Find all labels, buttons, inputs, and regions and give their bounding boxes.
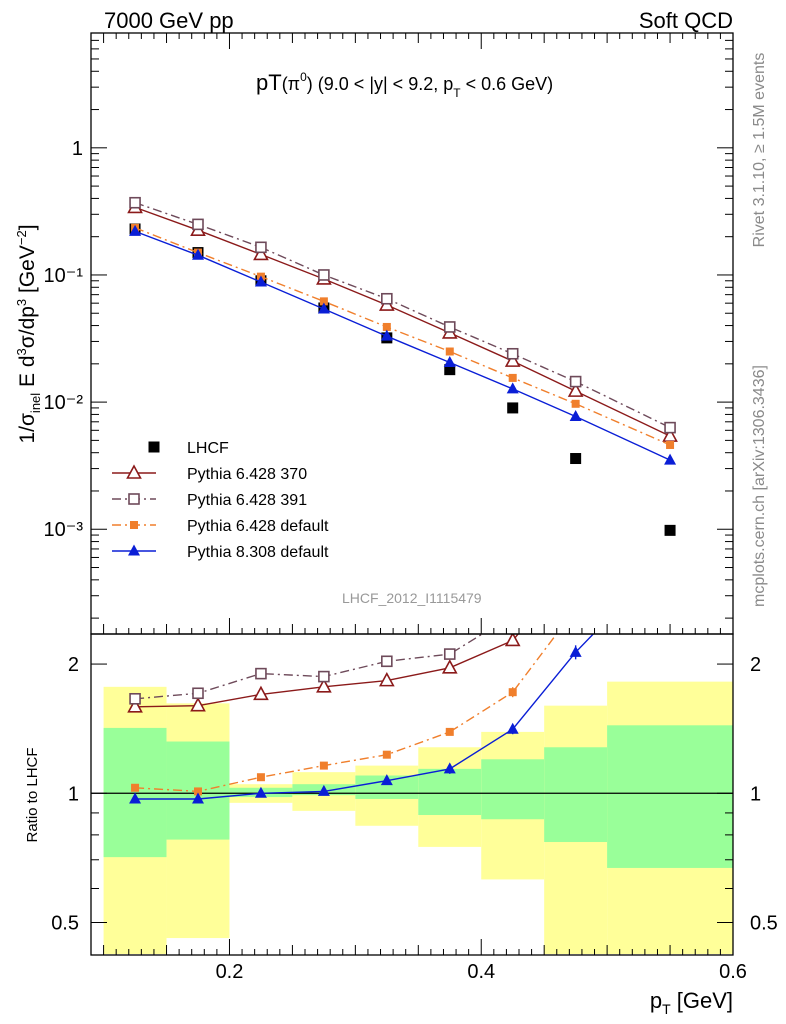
ratio-point-pythia-6-428-370-0 — [127, 698, 143, 713]
ratio-point-pythia-6-428-default-2 — [256, 773, 265, 782]
ratio-point-pythia-6-428-370-4 — [378, 671, 395, 687]
legend-label-pythia-6-428-370: Pythia 6.428 370 — [187, 466, 307, 483]
main-point-pythia-6-428-391-3 — [318, 269, 330, 281]
main-point-pythia-6-428-391-7 — [569, 375, 582, 388]
legend-label-pythia-6-428-391: Pythia 6.428 391 — [187, 492, 307, 509]
main-point-pythia-8-308-default-4 — [380, 329, 393, 341]
x-tick-label: 0.4 — [467, 961, 495, 983]
main-point-pythia-6-428-default-8 — [666, 440, 675, 449]
ratio-point-pythia-6-428-370-5 — [441, 659, 458, 674]
legend-label-lhcf: LHCF — [187, 440, 229, 457]
main-y-tick-label: 10⁻³ — [44, 519, 84, 541]
x-axis-label: pT [GeV] — [650, 988, 733, 1017]
legend: LHCF Pythia 6.428 370 Pythia 6.428 391 Pyth… — [112, 440, 329, 561]
ratio-point-pythia-6-428-391-1 — [192, 687, 204, 700]
ratio-band-inner-8 — [607, 725, 733, 868]
main-chart-title: pT(π0) (9.0 < |y| < 9.2, pT < 0.6 GeV) — [256, 70, 553, 100]
ratio-band-inner-6 — [481, 759, 545, 820]
ratio-y-tick-label: 0.5 — [51, 912, 79, 934]
main-point-pythia-6-428-default-6 — [508, 373, 517, 382]
main-point-lhcf-6 — [507, 402, 519, 414]
main-y-tick-label: 10⁻¹ — [44, 265, 84, 287]
ratio-band-inner-7 — [544, 747, 608, 843]
main-point-pythia-6-428-default-7 — [571, 399, 580, 408]
ratio-point-pythia-8-308-default-4 — [380, 774, 393, 786]
main-point-pythia-6-428-370-7 — [567, 382, 584, 397]
main-point-pythia-6-428-391-5 — [443, 321, 456, 333]
main-point-pythia-6-428-370-2 — [253, 245, 269, 261]
ratio-point-pythia-6-428-default-5 — [445, 727, 454, 736]
ratio-point-pythia-6-428-default-0 — [131, 783, 140, 792]
ratio-y-tick-label-right: 0.5 — [750, 912, 778, 934]
main-point-pythia-8-308-default-8 — [664, 453, 677, 465]
axes-group: 1 10⁻¹ 10⁻² 10⁻³ 2 2 1 1 0.5 0.5 0.2 0.4 0.6 — [44, 32, 778, 983]
ratio-point-pythia-6-428-370-2 — [253, 685, 269, 701]
legend-label-pythia-8-308-default: Pythia 8.308 default — [187, 544, 329, 561]
legend-marker-pythia-6-428-370 — [126, 464, 142, 479]
ratio-point-pythia-6-428-391-3 — [318, 670, 330, 683]
legend-marker-lhcf — [148, 441, 160, 453]
main-y-axis-label: 1/σinel E d3σ/dp3 [GeV−2] — [14, 224, 43, 443]
main-point-pythia-6-428-default-3 — [319, 297, 328, 306]
ratio-point-pythia-6-428-default-3 — [319, 761, 328, 770]
ratio-point-pythia-6-428-default-1 — [194, 787, 202, 796]
ratio-point-pythia-6-428-370-3 — [316, 678, 332, 693]
ratio-point-pythia-6-428-391-0 — [129, 692, 141, 705]
main-y-tick-label: 10⁻² — [44, 392, 84, 414]
main-point-pythia-8-308-default-0 — [129, 224, 142, 236]
main-point-lhcf-7 — [570, 453, 582, 465]
legend-marker-pythia-6-428-default — [130, 521, 138, 529]
ratio-y-tick-label-right: 1 — [750, 783, 761, 805]
main-y-tick-label: 1 — [72, 138, 83, 160]
ratio-point-pythia-6-428-391-4 — [381, 655, 393, 668]
ratio-point-pythia-8-308-default-1 — [192, 792, 204, 804]
rivet-version-label: Rivet 3.1.10, ≥ 1.5M events — [751, 53, 768, 248]
x-tick-label: 0.2 — [216, 961, 244, 983]
ratio-series-group — [91, 634, 733, 804]
main-point-pythia-8-308-default-7 — [569, 410, 582, 422]
main-point-pythia-6-428-370-6 — [504, 352, 521, 367]
ratio-point-pythia-6-428-370-6 — [504, 634, 521, 647]
legend-marker-pythia-6-428-391 — [128, 493, 140, 505]
main-point-pythia-6-428-391-4 — [381, 292, 393, 305]
legend-marker-pythia-8-308-default — [128, 544, 140, 556]
main-point-pythia-8-308-default-3 — [317, 302, 330, 314]
ratio-plot-frame — [90, 633, 734, 956]
header-right-label: Soft QCD — [639, 8, 733, 33]
main-point-pythia-6-428-default-4 — [382, 322, 391, 331]
main-point-pythia-8-308-default-6 — [506, 382, 519, 394]
main-point-pythia-8-308-default-5 — [443, 355, 456, 367]
ratio-point-pythia-6-428-default-4 — [382, 750, 391, 759]
main-point-lhcf-5 — [444, 364, 456, 376]
main-point-pythia-6-428-391-8 — [664, 421, 676, 434]
main-point-pythia-6-428-391-0 — [129, 196, 141, 209]
ratio-point-pythia-6-428-391-5 — [443, 648, 456, 660]
analysis-tag: LHCF_2012_I1115479 — [342, 590, 482, 606]
ratio-band-inner-5 — [418, 768, 482, 816]
ratio-point-pythia-8-308-default-0 — [129, 792, 142, 804]
ratio-y-tick-label: 1 — [68, 783, 79, 805]
main-point-pythia-6-428-391-6 — [506, 347, 519, 360]
ratio-y-tick-label-right: 2 — [750, 654, 761, 676]
x-tick-label: 0.6 — [719, 961, 747, 983]
header-left-label: 7000 GeV pp — [104, 8, 234, 33]
ratio-point-pythia-8-308-default-3 — [317, 784, 330, 796]
ratio-y-tick-label: 2 — [68, 654, 79, 676]
ratio-point-pythia-6-428-391-2 — [255, 667, 267, 680]
ratio-y-axis-label: Ratio to LHCF — [24, 747, 41, 842]
main-point-pythia-8-308-default-1 — [192, 248, 204, 260]
source-url-label: mcplots.cern.ch [arXiv:1306.3436] — [751, 365, 768, 607]
main-point-pythia-6-428-391-1 — [192, 218, 204, 231]
main-point-lhcf-8 — [664, 524, 676, 536]
main-point-pythia-6-428-default-5 — [445, 347, 454, 356]
legend-label-pythia-6-428-default: Pythia 6.428 default — [187, 518, 329, 535]
main-point-pythia-6-428-391-2 — [255, 241, 267, 254]
ratio-point-pythia-6-428-370-1 — [190, 696, 206, 712]
ratio-point-pythia-8-308-default-2 — [254, 786, 267, 798]
main-series-group — [127, 196, 678, 536]
main-point-pythia-8-308-default-2 — [254, 275, 267, 287]
